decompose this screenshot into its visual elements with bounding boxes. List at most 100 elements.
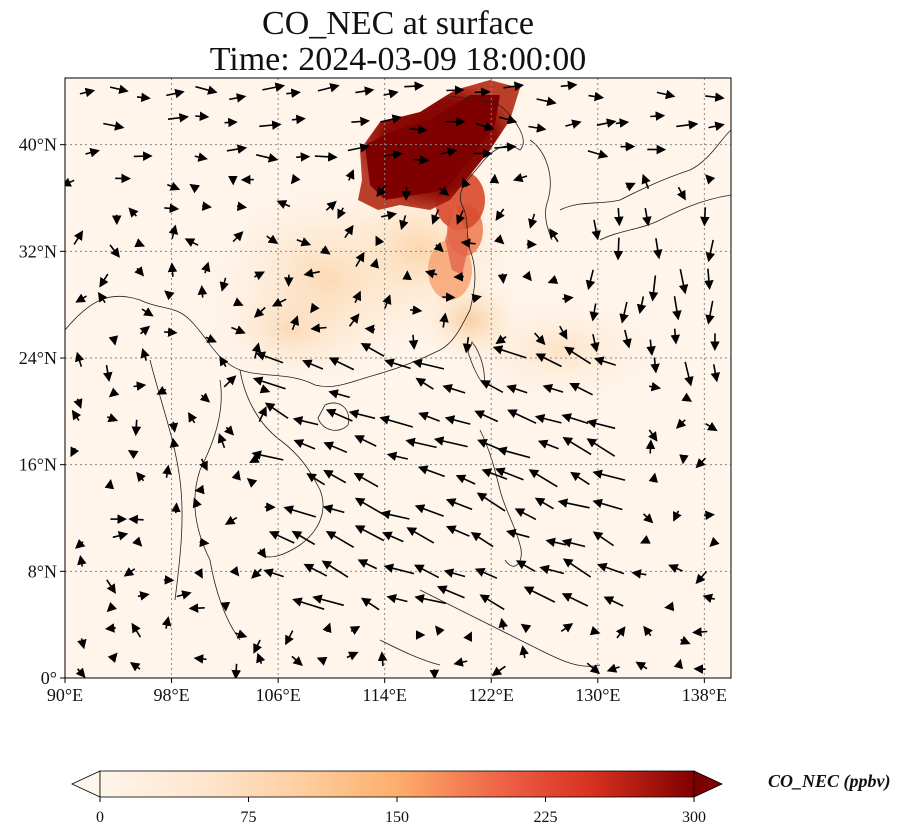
wind-arrow — [492, 345, 527, 359]
wind-arrow — [534, 497, 554, 510]
wind-arrow — [470, 532, 494, 548]
wind-arrow — [79, 87, 96, 98]
wind-arrow — [640, 535, 651, 544]
wind-arrow — [254, 271, 265, 281]
wind-arrow — [134, 266, 145, 277]
wind-arrow — [383, 563, 415, 575]
wind-arrow — [625, 182, 636, 192]
wind-arrow — [695, 457, 707, 469]
wind-arrow — [512, 172, 528, 183]
wind-arrow — [360, 597, 380, 611]
wind-arrow — [256, 652, 266, 664]
wind-arrow — [291, 655, 303, 667]
wind-arrow — [354, 435, 377, 447]
wind-arrow — [325, 408, 353, 422]
wind-arrow — [337, 207, 347, 220]
wind-arrow — [164, 327, 178, 337]
wind-arrow — [224, 425, 235, 436]
wind-arrow — [650, 111, 666, 121]
wind-arrow — [141, 307, 154, 317]
colorbar-tick-label: 150 — [385, 809, 409, 826]
wind-arrow — [592, 531, 615, 547]
wind-arrow — [433, 436, 468, 448]
lat-tick-label: 32°N — [19, 241, 57, 261]
wind-arrow — [519, 645, 529, 659]
wind-arrow — [379, 415, 414, 428]
wind-arrow — [479, 594, 505, 611]
wind-arrow — [312, 594, 345, 607]
wind-arrow — [199, 458, 208, 472]
wind-arrow — [591, 219, 601, 241]
wind-arrow — [123, 567, 136, 577]
lon-tick-label: 98°E — [153, 685, 189, 705]
wind-arrow — [587, 149, 609, 159]
wind-arrow — [197, 285, 208, 298]
wind-arrow — [127, 450, 139, 460]
wind-arrow — [70, 446, 80, 458]
wind-arrow — [167, 262, 178, 277]
wind-arrow — [515, 560, 536, 572]
lat-tick-labels: 0° 8°N 16°N 24°N 32°N 40°N — [19, 135, 65, 688]
wind-arrow — [562, 437, 592, 456]
wind-arrow — [412, 358, 445, 370]
wind-arrow — [164, 290, 175, 301]
wind-arrow — [410, 305, 423, 315]
wind-arrow — [592, 498, 623, 511]
wind-arrow — [75, 667, 86, 678]
wind-arrow — [316, 656, 328, 666]
wind-arrow — [462, 336, 473, 354]
wind-arrow — [163, 575, 175, 585]
wind-arrow — [507, 409, 537, 424]
wind-arrow — [293, 439, 316, 450]
wind-arrow — [528, 213, 538, 229]
wind-arrow — [562, 558, 592, 578]
wind-arrow — [128, 514, 144, 525]
wind-arrow — [201, 261, 211, 274]
wind-arrow — [673, 658, 684, 670]
wind-arrow — [561, 538, 586, 548]
wind-arrow — [646, 339, 656, 356]
wind-arrow — [229, 93, 247, 103]
lat-tick-label: 8°N — [28, 561, 57, 581]
wind-arrow — [137, 591, 150, 601]
wind-arrow — [231, 663, 241, 678]
wind-arrow — [498, 617, 508, 630]
wind-arrow — [383, 89, 399, 99]
wind-arrow — [271, 297, 287, 307]
lon-tick-label: 130°E — [575, 685, 620, 705]
wind-arrow — [345, 169, 355, 181]
wind-arrow — [232, 231, 244, 243]
wind-arrow — [224, 117, 238, 128]
wind-arrow — [133, 381, 147, 391]
wind-arrow — [442, 384, 466, 394]
wind-arrow — [194, 152, 208, 162]
wind-arrow — [219, 277, 229, 292]
wind-arrow — [460, 238, 476, 249]
wind-arrow — [589, 626, 601, 636]
wind-arrow — [268, 530, 295, 544]
wind-arrow — [380, 509, 410, 520]
wind-arrow — [542, 383, 564, 394]
wind-arrow — [199, 537, 210, 548]
wind-arrow — [328, 357, 355, 371]
wind-arrow — [354, 525, 385, 542]
wind-arrow — [325, 200, 337, 211]
wind-arrow — [415, 377, 434, 390]
wind-arrow — [463, 631, 472, 643]
colorbar-gradient — [99, 770, 695, 798]
wind-arrow — [199, 392, 211, 403]
wind-arrow — [590, 334, 600, 353]
wind-arrow — [136, 92, 151, 103]
wind-arrow — [676, 120, 699, 130]
wind-arrow — [444, 415, 471, 425]
wind-arrow — [408, 334, 419, 350]
wind-arrow — [323, 441, 348, 454]
wind-arrow — [75, 351, 85, 367]
wind-arrow — [223, 375, 237, 388]
wind-arrow — [565, 119, 582, 129]
wind-arrow — [503, 81, 525, 92]
wind-arrow — [474, 568, 498, 579]
wind-arrow — [253, 306, 266, 318]
wind-arrow — [557, 498, 590, 509]
wind-arrow — [189, 183, 200, 194]
